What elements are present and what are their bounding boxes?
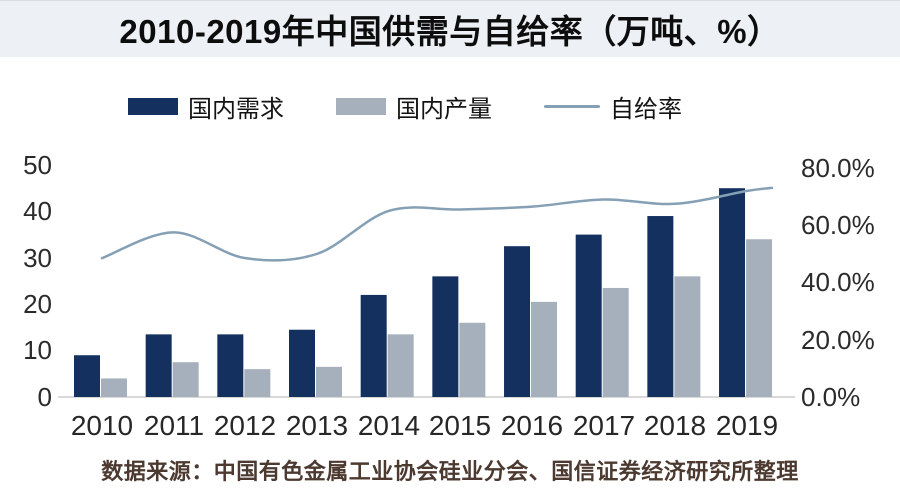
bar-国内需求-2011 bbox=[145, 334, 172, 397]
bar-国内产量-2015 bbox=[459, 322, 486, 397]
source-note: 数据来源：中国有色金属工业协会硅业分会、国信证券经济研究所整理 bbox=[101, 459, 799, 485]
bar-国内需求-2010 bbox=[74, 355, 100, 397]
rate-line bbox=[100, 186, 774, 262]
x-tick-2019: 2019 bbox=[715, 410, 779, 441]
y-right-tick-80: 80.0% bbox=[801, 153, 875, 183]
x-tick-2013: 2013 bbox=[285, 410, 349, 441]
x-tick-2015: 2015 bbox=[428, 410, 492, 441]
bar-国内需求-2019 bbox=[719, 188, 746, 397]
bar-国内产量-2016 bbox=[531, 301, 558, 397]
legend: 国内需求 国内产量 自给率 bbox=[0, 88, 810, 124]
x-tick-2014: 2014 bbox=[357, 410, 421, 441]
x-tick-2012: 2012 bbox=[213, 410, 277, 441]
x-tick-2016: 2016 bbox=[500, 410, 564, 441]
legend-item-rate: 自给率 bbox=[544, 89, 682, 124]
legend-demand-label: 国内需求 bbox=[188, 94, 284, 123]
legend-production-label: 国内产量 bbox=[396, 94, 492, 123]
bar-国内需求-2016 bbox=[504, 246, 531, 397]
x-tick-2010: 2010 bbox=[70, 410, 134, 441]
y-left-tick-50: 50 bbox=[23, 150, 52, 180]
x-tick-2018: 2018 bbox=[643, 410, 707, 441]
y-left-tick-0: 0 bbox=[37, 382, 52, 412]
y-right-tick-60: 60.0% bbox=[801, 210, 875, 240]
legend-item-production: 国内产量 bbox=[336, 89, 492, 124]
bar-国内需求-2015 bbox=[432, 276, 459, 397]
demand-swatch-icon bbox=[128, 97, 178, 115]
y-right-tick-0: 0.0% bbox=[801, 382, 861, 412]
bar-国内产量-2014 bbox=[387, 334, 414, 397]
rate-line-swatch-icon bbox=[544, 104, 600, 108]
legend-rate-label: 自给率 bbox=[610, 94, 682, 123]
chart-title: 2010-2019年中国供需与自给率（万吨、%） bbox=[119, 13, 781, 50]
bar-国内产量-2011 bbox=[172, 362, 199, 397]
bar-国内需求-2018 bbox=[647, 216, 674, 397]
y-left-tick-40: 40 bbox=[23, 196, 52, 226]
bar-国内产量-2019 bbox=[746, 239, 773, 397]
x-tick-2011: 2011 bbox=[143, 410, 205, 441]
y-left-tick-10: 10 bbox=[23, 335, 52, 365]
y-right-tick-40: 40.0% bbox=[801, 267, 875, 297]
bar-国内产量-2012 bbox=[244, 369, 271, 397]
bar-国内产量-2010 bbox=[101, 378, 127, 397]
title-bar: 2010-2019年中国供需与自给率（万吨、%） bbox=[0, 0, 900, 57]
bar-国内需求-2017 bbox=[575, 234, 602, 397]
y-right-tick-20: 20.0% bbox=[801, 325, 875, 355]
bar-国内产量-2013 bbox=[316, 366, 343, 397]
bar-国内需求-2014 bbox=[360, 294, 387, 397]
bar-国内需求-2012 bbox=[217, 334, 244, 397]
production-swatch-icon bbox=[336, 97, 386, 115]
y-left-tick-20: 20 bbox=[23, 289, 52, 319]
bar-国内需求-2013 bbox=[289, 329, 316, 397]
y-left-tick-30: 30 bbox=[23, 243, 52, 273]
bar-国内产量-2018 bbox=[674, 276, 701, 397]
x-tick-2017: 2017 bbox=[572, 410, 636, 441]
bar-国内产量-2017 bbox=[602, 287, 629, 397]
legend-item-demand: 国内需求 bbox=[128, 89, 284, 124]
